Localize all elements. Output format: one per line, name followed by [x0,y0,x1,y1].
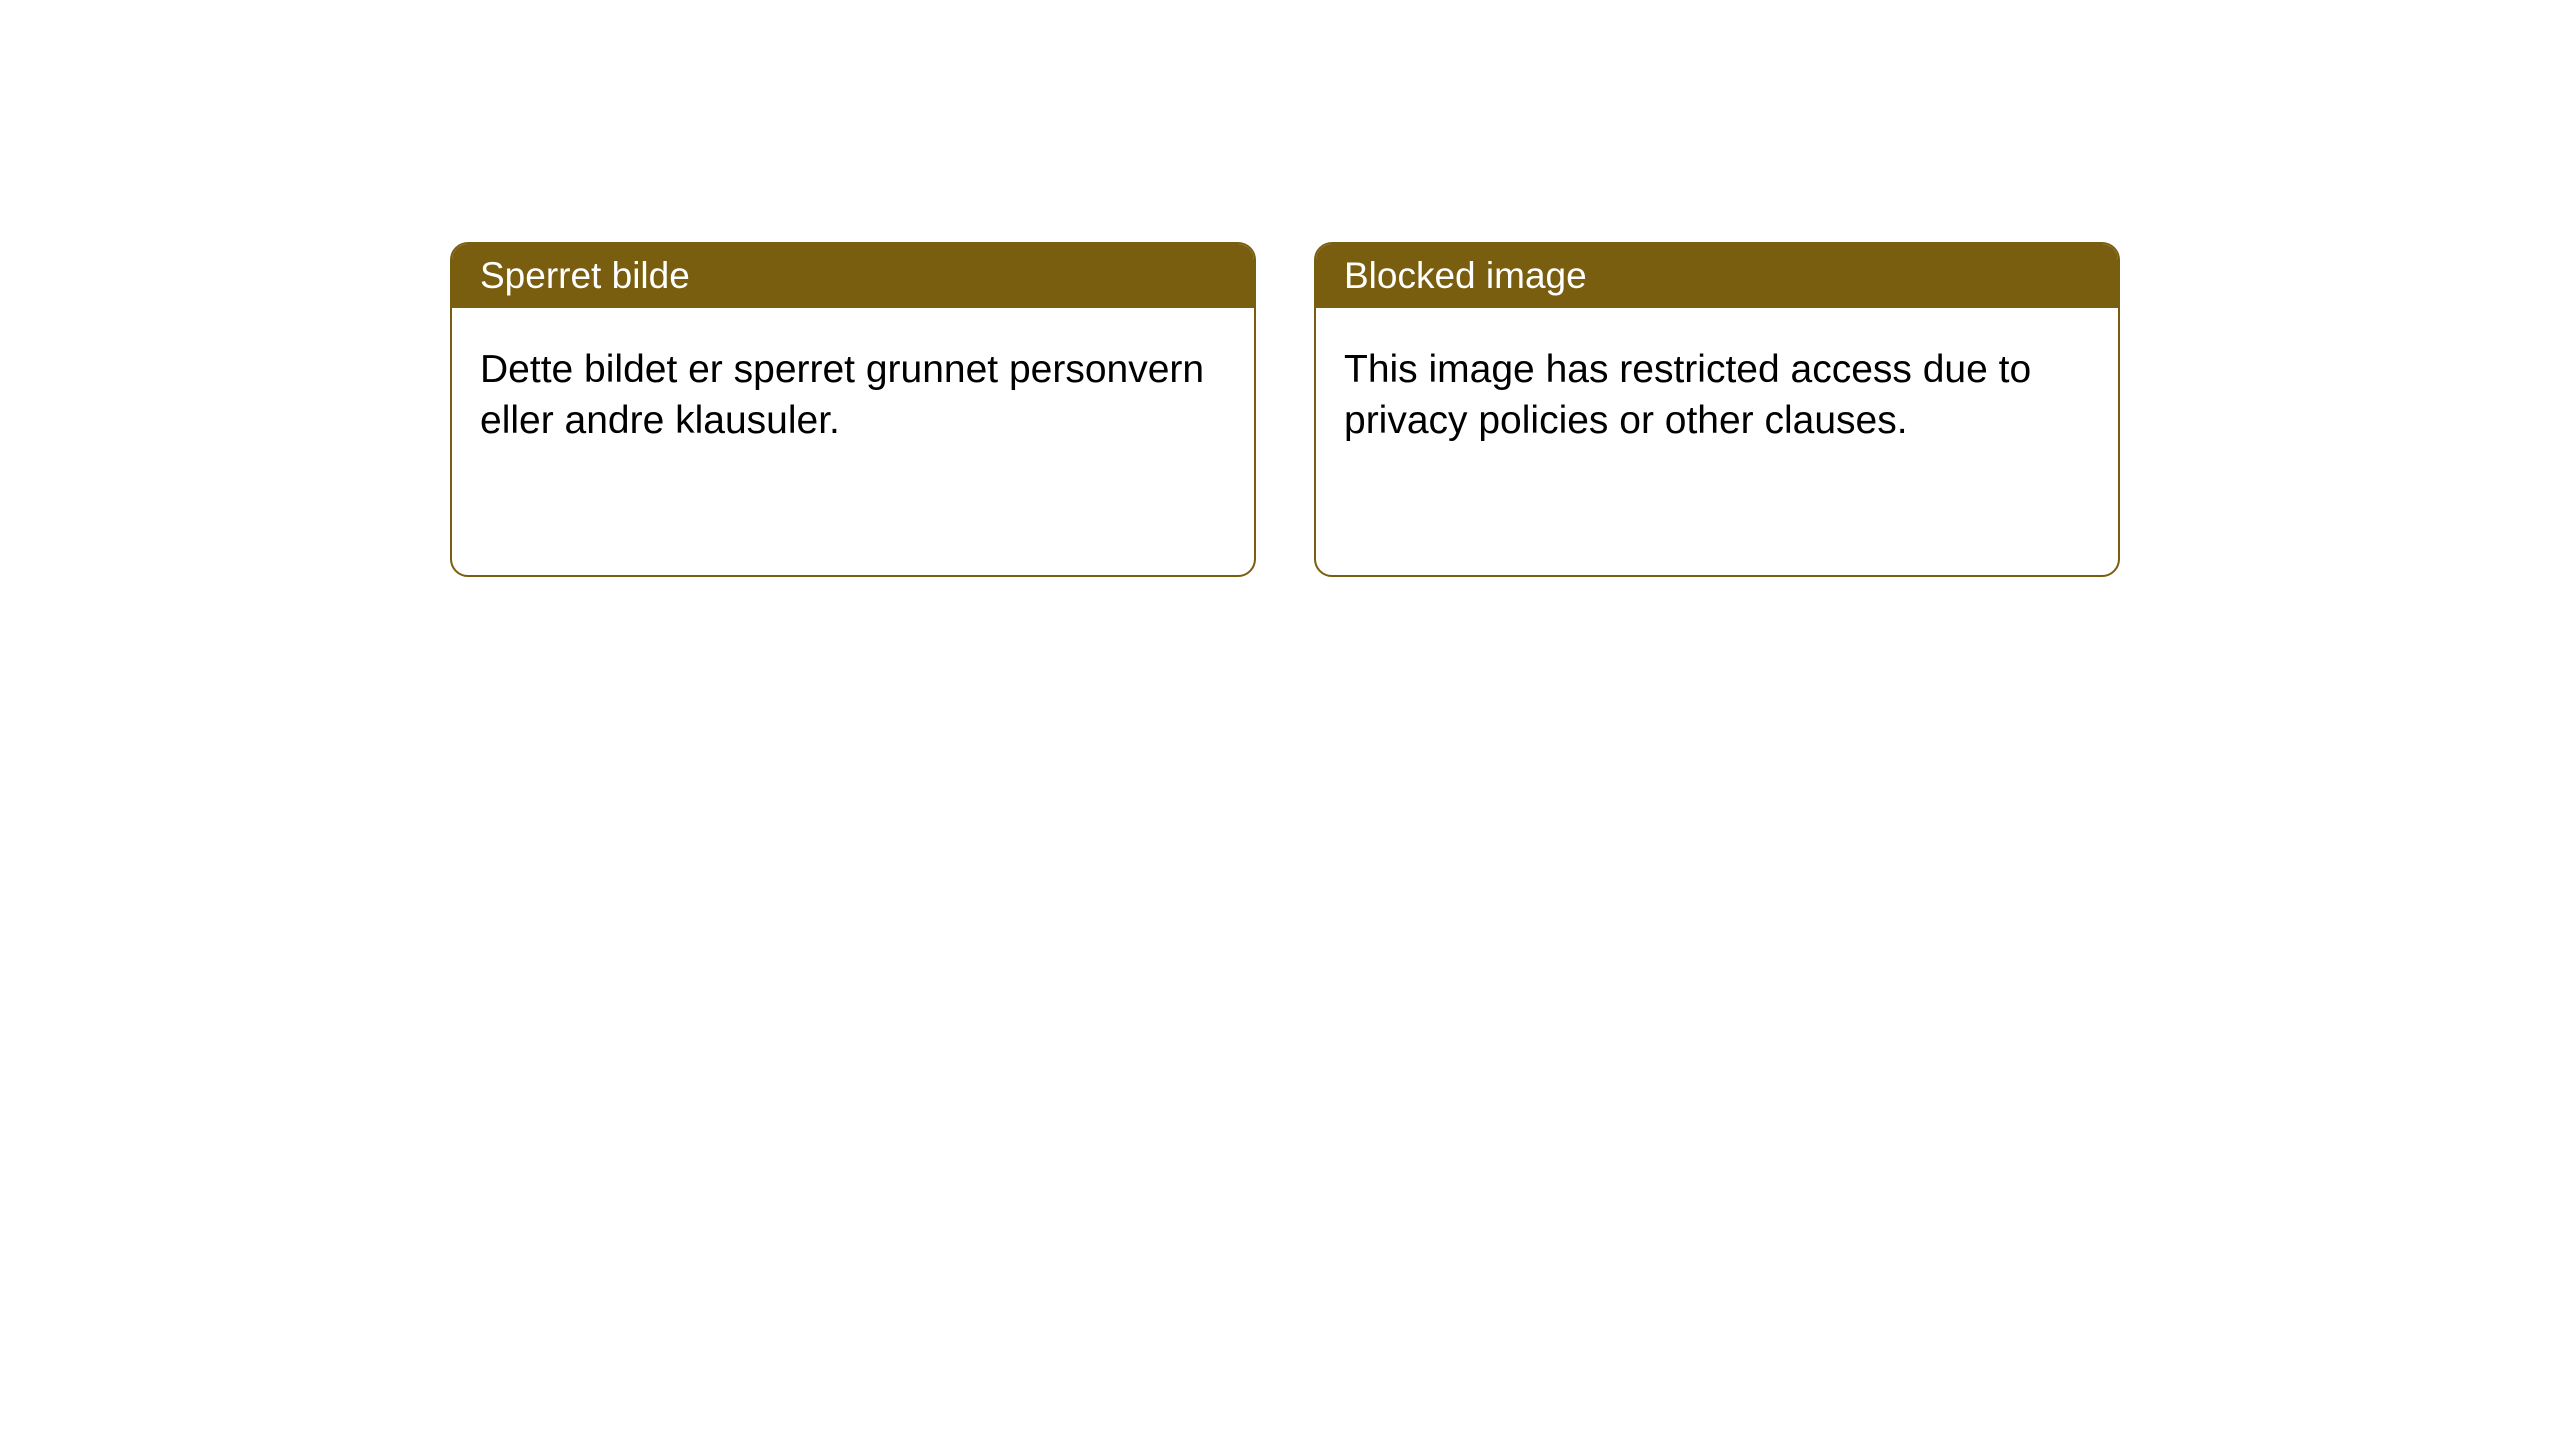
blocked-image-card-en: Blocked image This image has restricted … [1314,242,2120,577]
card-body: This image has restricted access due to … [1316,308,2118,483]
card-body: Dette bildet er sperret grunnet personve… [452,308,1254,483]
blocked-image-card-no: Sperret bilde Dette bildet er sperret gr… [450,242,1256,577]
notice-container: Sperret bilde Dette bildet er sperret gr… [0,0,2560,577]
card-header: Sperret bilde [452,244,1254,308]
card-header: Blocked image [1316,244,2118,308]
